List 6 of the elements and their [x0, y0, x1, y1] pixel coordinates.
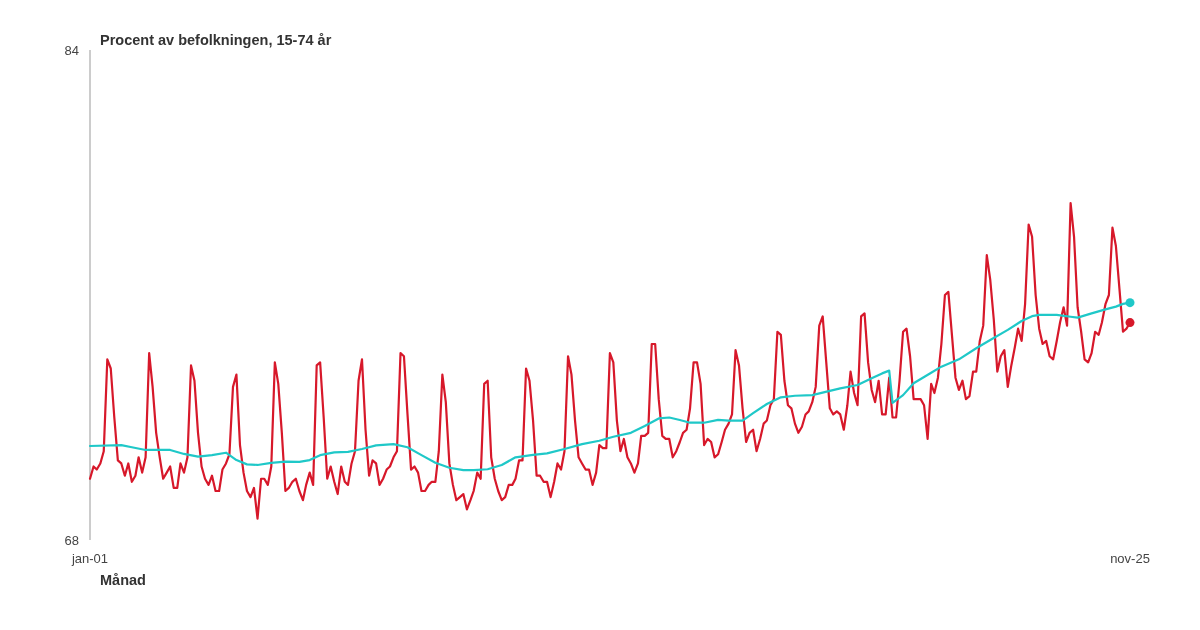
x-tick-label: jan-01 [70, 550, 109, 566]
y-axis-title: Procent av befolkningen, 15-74 år [100, 32, 332, 48]
x-tick-label: nov-25 [1110, 550, 1150, 566]
y-tick-label: 68 [64, 532, 79, 548]
x-axis-title: Månad [100, 572, 146, 588]
y-tick-label: 84 [64, 42, 79, 58]
